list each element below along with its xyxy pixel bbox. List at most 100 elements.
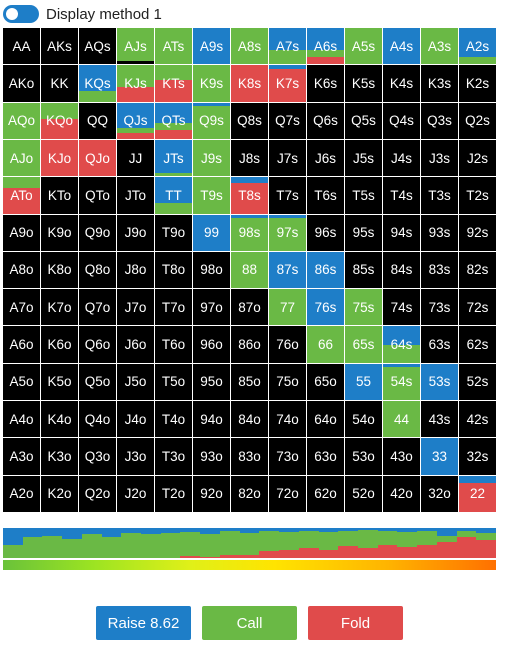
hand-cell[interactable]: 76o [269,326,306,363]
hand-cell[interactable]: AKo [3,65,40,102]
hand-cell[interactable]: A5o [3,363,40,401]
hand-cell[interactable]: J3o [117,438,154,475]
hand-cell[interactable]: T6s [307,177,344,214]
hand-cell[interactable]: A4s [383,28,420,65]
fold-button[interactable]: Fold [308,606,403,640]
hand-cell[interactable]: KJo [41,139,78,177]
hand-cell[interactable]: TT [155,177,192,214]
hand-cell[interactable]: 85s [345,251,382,289]
hand-cell[interactable]: 77 [269,289,306,326]
hand-cell[interactable]: 43s [421,401,458,438]
hand-cell[interactable]: 96o [193,326,230,363]
hand-cell[interactable]: T5o [155,363,192,401]
hand-cell[interactable]: 52o [345,475,382,512]
hand-cell[interactable]: J6o [117,326,154,363]
hand-cell[interactable]: 73o [269,438,306,475]
hand-cell[interactable]: K9s [193,65,230,102]
hand-cell[interactable]: 44 [383,401,420,438]
hand-cell[interactable]: JTs [155,139,192,177]
hand-cell[interactable]: 84s [383,251,420,289]
hand-cell[interactable]: K6s [307,65,344,102]
hand-cell[interactable]: A5s [345,28,382,65]
hand-cell[interactable]: T9o [155,214,192,251]
hand-cell[interactable]: 99 [193,214,230,251]
hand-cell[interactable]: 64s [383,326,420,363]
hand-cell[interactable]: K2o [41,475,78,512]
hand-cell[interactable]: J7o [117,289,154,326]
hand-cell[interactable]: 33 [421,438,458,475]
hand-cell[interactable]: K7s [269,65,306,102]
hand-cell[interactable]: Q5s [345,102,382,139]
hand-cell[interactable]: J8o [117,251,154,289]
raise-button[interactable]: Raise 8.62 [96,606,191,640]
hand-cell[interactable]: 93o [193,438,230,475]
hand-cell[interactable]: J9o [117,214,154,251]
hand-cell[interactable]: 73s [421,289,458,326]
hand-cell[interactable]: KJs [117,65,154,102]
hand-cell[interactable]: 96s [307,214,344,251]
hand-cell[interactable]: Q3o [79,438,116,475]
hand-cell[interactable]: Q7s [269,102,306,139]
hand-cell[interactable]: 55 [345,363,382,401]
hand-cell[interactable]: 53s [421,363,458,401]
hand-cell[interactable]: 92s [459,214,496,251]
hand-cell[interactable]: T8o [155,251,192,289]
hand-cell[interactable]: QTs [155,102,192,139]
toggle-switch[interactable] [3,5,39,23]
hand-cell[interactable]: QQ [79,102,116,139]
hand-cell[interactable]: 87s [269,251,306,289]
hand-cell[interactable]: A8o [3,251,40,289]
hand-cell[interactable]: 75o [269,363,306,401]
hand-cell[interactable]: KK [41,65,78,102]
hand-cell[interactable]: A7o [3,289,40,326]
hand-cell[interactable]: 76s [307,289,344,326]
hand-cell[interactable]: KTo [41,177,78,214]
hand-cell[interactable]: 92o [193,475,230,512]
hand-cell[interactable]: T7s [269,177,306,214]
hand-cell[interactable]: A3o [3,438,40,475]
hand-cell[interactable]: 97o [193,289,230,326]
hand-cell[interactable]: K3o [41,438,78,475]
hand-cell[interactable]: 52s [459,363,496,401]
hand-cell[interactable]: Q6o [79,326,116,363]
hand-cell[interactable]: AQo [3,102,40,139]
hand-cell[interactable]: Q9o [79,214,116,251]
hand-cell[interactable]: 83o [231,438,268,475]
hand-cell[interactable]: K2s [459,65,496,102]
hand-cell[interactable]: A9s [193,28,230,65]
hand-cell[interactable]: Q3s [421,102,458,139]
hand-cell[interactable]: QJo [79,139,116,177]
hand-cell[interactable]: 82s [459,251,496,289]
hand-cell[interactable]: 42o [383,475,420,512]
hand-cell[interactable]: 98o [193,251,230,289]
hand-cell[interactable]: 63o [307,438,344,475]
hand-cell[interactable]: 66 [307,326,344,363]
hand-cell[interactable]: K4o [41,401,78,438]
hand-cell[interactable]: ATs [155,28,192,65]
hand-cell[interactable]: AJo [3,139,40,177]
hand-cell[interactable]: T2o [155,475,192,512]
hand-cell[interactable]: KTs [155,65,192,102]
hand-cell[interactable]: J7s [269,139,306,177]
hand-cell[interactable]: 43o [383,438,420,475]
hand-cell[interactable]: 84o [231,401,268,438]
hand-cell[interactable]: Q8s [231,102,268,139]
hand-cell[interactable]: 42s [459,401,496,438]
hand-cell[interactable]: 65s [345,326,382,363]
hand-cell[interactable]: 74s [383,289,420,326]
hand-cell[interactable]: J8s [231,139,268,177]
hand-cell[interactable]: T2s [459,177,496,214]
hand-cell[interactable]: J5s [345,139,382,177]
hand-cell[interactable]: A6o [3,326,40,363]
hand-cell[interactable]: A2o [3,475,40,512]
hand-cell[interactable]: A9o [3,214,40,251]
hand-cell[interactable]: A8s [231,28,268,65]
hand-cell[interactable]: 54o [345,401,382,438]
hand-cell[interactable]: K5s [345,65,382,102]
hand-cell[interactable]: 86s [307,251,344,289]
hand-cell[interactable]: J9s [193,139,230,177]
hand-cell[interactable]: 86o [231,326,268,363]
hand-cell[interactable]: K7o [41,289,78,326]
hand-cell[interactable]: JTo [117,177,154,214]
hand-cell[interactable]: 22 [459,475,496,512]
